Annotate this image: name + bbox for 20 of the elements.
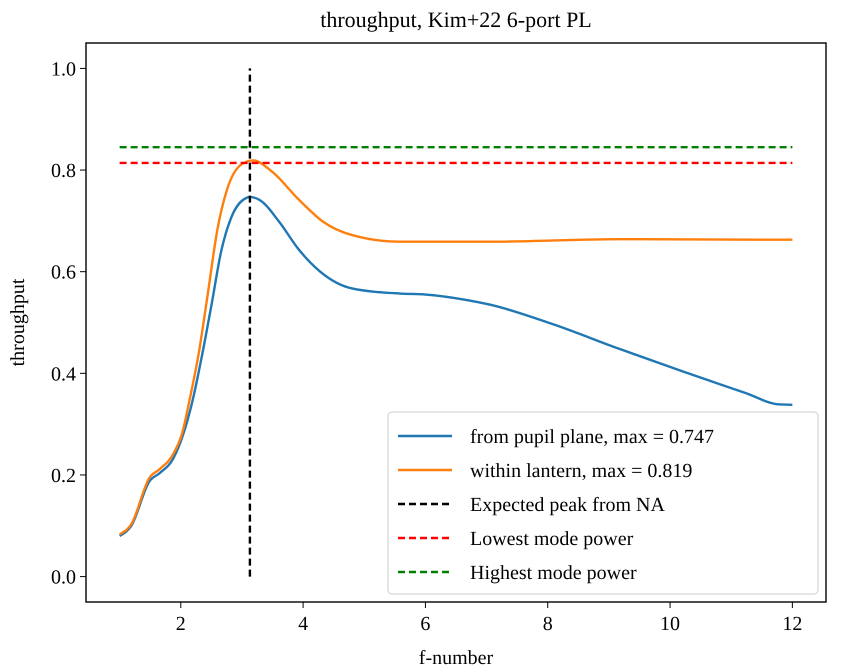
x-tick-label: 8 bbox=[542, 613, 553, 635]
y-axis-title: throughput bbox=[7, 278, 29, 366]
y-tick-label: 0.2 bbox=[51, 464, 76, 487]
x-axis-title: f-number bbox=[418, 647, 494, 669]
y-tick-label: 1.0 bbox=[51, 58, 76, 80]
legend-label: Expected peak from NA bbox=[470, 494, 666, 516]
y-tick-label: 0.0 bbox=[51, 566, 76, 589]
x-tick-label: 2 bbox=[176, 613, 186, 635]
y-tick-label: 0.6 bbox=[51, 262, 76, 284]
legend-label: Highest mode power bbox=[470, 562, 637, 584]
x-tick-label: 10 bbox=[660, 613, 680, 635]
y-tick-label: 0.4 bbox=[51, 363, 76, 386]
chart-title: throughput, Kim+22 6-port PL bbox=[320, 7, 592, 32]
y-tick-label: 0.8 bbox=[51, 160, 76, 182]
x-tick-label: 4 bbox=[298, 613, 308, 635]
x-tick-label: 12 bbox=[782, 613, 802, 635]
x-tick-label: 6 bbox=[420, 613, 430, 635]
legend-label: Lowest mode power bbox=[470, 528, 634, 550]
legend-label: from pupil plane, max = 0.747 bbox=[470, 426, 714, 448]
legend-label: within lantern, max = 0.819 bbox=[470, 460, 692, 482]
